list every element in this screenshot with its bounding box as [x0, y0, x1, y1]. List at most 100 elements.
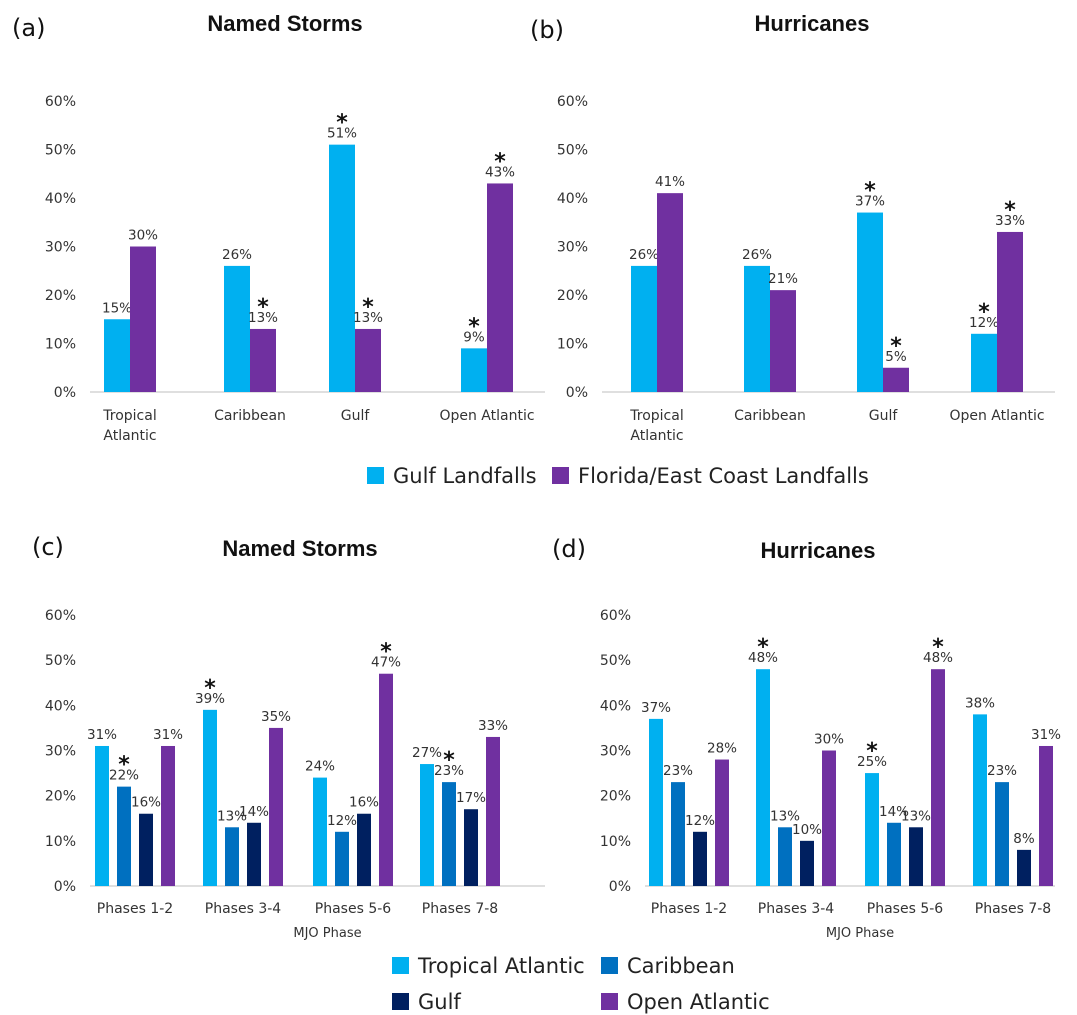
chart-title: Hurricanes: [761, 538, 876, 563]
data-label: 14%: [879, 804, 909, 820]
data-label: 24%: [305, 759, 335, 775]
bar: [225, 827, 239, 886]
chart-panel-2: (b) Hurricanes 0% 10% 20% 30% 40% 50% 60% Tropica…: [530, 11, 1055, 444]
chart-panel-3: (c) Named Storms 0% 10% 20% 30% 40% 50% 60% Phase…: [32, 533, 545, 941]
category-label: Phases 1-2: [651, 901, 727, 917]
bar: [770, 290, 796, 392]
data-label: 31%: [153, 727, 183, 743]
bar: [997, 231, 1023, 392]
significance-star: *: [1004, 198, 1016, 223]
data-label: 9%: [463, 329, 485, 345]
category-label: Phases 7-8: [422, 901, 498, 917]
data-label: 43%: [485, 164, 515, 180]
bar: [269, 727, 283, 886]
bar: [671, 782, 685, 886]
significance-star: *: [866, 739, 878, 764]
y-tick-label: 0%: [54, 879, 76, 895]
bar: [203, 709, 217, 886]
significance-star: *: [336, 111, 348, 136]
bar: [756, 669, 770, 886]
category-label: Gulf: [869, 408, 899, 424]
chart-panel-4: (d) Hurricanes 0% 10% 20% 30% 40% 50% 60% Phases …: [552, 535, 1061, 941]
data-label: 31%: [1031, 727, 1061, 743]
legend-swatch: [392, 957, 409, 974]
y-tick-label: 60%: [600, 608, 631, 624]
y-tick-label: 50%: [45, 143, 76, 159]
y-tick-label: 60%: [45, 94, 76, 110]
category-label: Atlantic: [103, 428, 156, 444]
significance-star: *: [932, 635, 944, 660]
chart-title: Named Storms: [207, 11, 362, 36]
x-axis-label: MJO Phase: [826, 926, 894, 941]
y-tick-label: 10%: [600, 834, 631, 850]
data-label: 16%: [131, 795, 161, 811]
data-label: 25%: [857, 754, 887, 770]
y-tick-label: 0%: [566, 385, 588, 401]
category-label: Open Atlantic: [439, 408, 534, 424]
data-label: 13%: [770, 808, 800, 824]
data-label: 27%: [412, 745, 442, 761]
data-label: 10%: [792, 822, 822, 838]
significance-star: *: [380, 640, 392, 665]
bar: [883, 367, 909, 392]
category-label: Phases 5-6: [867, 901, 944, 917]
bar: [161, 745, 175, 886]
y-tick-label: 20%: [45, 288, 76, 304]
data-label: 33%: [478, 718, 508, 734]
y-tick-label: 40%: [45, 191, 76, 207]
category-label: Tropical: [629, 408, 683, 424]
category-label: Caribbean: [734, 408, 806, 424]
data-label: 12%: [685, 813, 715, 829]
significance-star: *: [864, 179, 876, 204]
bar: [715, 759, 729, 886]
data-label: 30%: [128, 228, 158, 244]
data-label: 47%: [371, 655, 401, 671]
bar: [139, 813, 153, 886]
bar: [357, 813, 371, 886]
significance-star: *: [468, 314, 480, 339]
bar: [1039, 745, 1053, 886]
bar: [95, 745, 109, 886]
bar: [247, 822, 261, 886]
y-tick-label: 20%: [557, 288, 588, 304]
data-label: 26%: [222, 247, 252, 263]
data-label: 37%: [855, 194, 885, 210]
bar: [420, 764, 434, 886]
legend-swatch: [367, 467, 384, 484]
category-label: Caribbean: [214, 408, 286, 424]
y-tick-label: 20%: [45, 789, 76, 805]
y-tick-label: 30%: [600, 744, 631, 760]
legend-swatch: [601, 957, 618, 974]
panel-label: (c): [32, 533, 64, 561]
category-label: Atlantic: [630, 428, 683, 444]
significance-star: *: [443, 748, 455, 773]
legend-bottom: Tropical Atlantic Caribbean Gulf Open Atlan…: [392, 954, 770, 1014]
category-label: Gulf: [341, 408, 371, 424]
data-label: 28%: [707, 741, 737, 757]
data-label: 48%: [923, 650, 953, 666]
data-label: 13%: [217, 808, 247, 824]
significance-star: *: [890, 334, 902, 359]
data-label: 26%: [742, 247, 772, 263]
y-tick-label: 30%: [45, 240, 76, 256]
data-label: 26%: [629, 247, 659, 263]
y-tick-label: 20%: [600, 789, 631, 805]
data-label: 39%: [195, 691, 225, 707]
y-tick-label: 40%: [45, 698, 76, 714]
y-tick-label: 50%: [557, 143, 588, 159]
bar: [250, 328, 276, 392]
legend-label: Open Atlantic: [627, 990, 770, 1014]
y-tick-label: 10%: [45, 834, 76, 850]
bar: [973, 714, 987, 886]
data-label: 41%: [655, 174, 685, 190]
bar: [329, 144, 355, 392]
category-label: Phases 3-4: [205, 901, 282, 917]
bar: [971, 333, 997, 392]
data-label: 21%: [768, 271, 798, 287]
data-label: 14%: [239, 804, 269, 820]
data-label: 12%: [969, 315, 999, 331]
bar: [224, 265, 250, 392]
legend-top: Gulf Landfalls Florida/East Coast Landfal…: [367, 464, 869, 488]
bar: [857, 212, 883, 392]
